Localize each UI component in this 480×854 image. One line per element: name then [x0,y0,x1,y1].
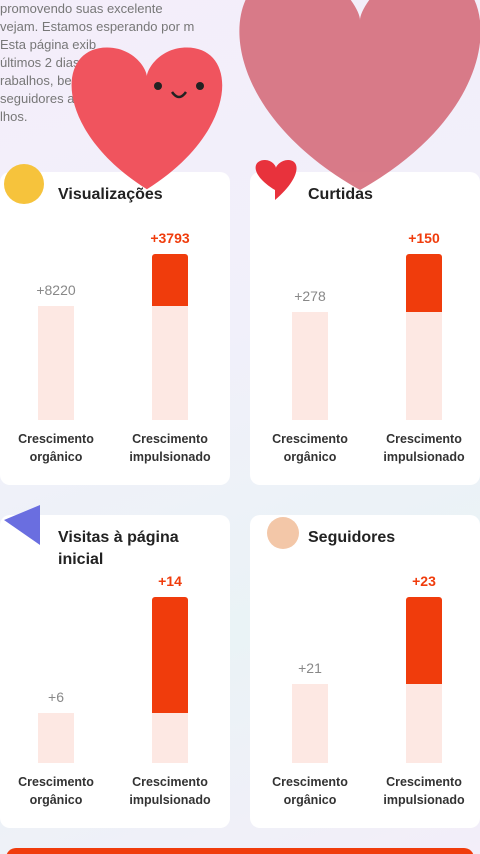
category-label: Crescimento orgânico [272,775,348,807]
boosted-bar [406,597,442,684]
boosted-value-label: +14 [158,573,182,589]
card-title: Curtidas [308,186,373,203]
organic-bar [292,312,328,420]
category-label: Crescimento orgânico [272,432,348,464]
stat-card: Visualizações +8220 +3793 Crescimento orgân… [0,172,230,485]
card-title: Seguidores [308,529,396,546]
organic-bar [292,683,328,763]
category-label: Crescimento impulsionado [383,432,465,464]
boosted-value-label: +23 [412,573,436,589]
boosted-base-bar [406,683,442,763]
category-label: Crescimento impulsionado [129,432,211,464]
organic-bar [38,713,74,763]
card-title: Visualizações [58,186,163,203]
intro-line: seguidores atraí [0,91,94,106]
category-label: Crescimento impulsionado [383,775,465,807]
organic-value-label: +6 [48,689,64,706]
intro-line: vejam. Estamos esperando por m [0,19,195,34]
boosted-bar [152,597,188,714]
organic-bar [38,306,74,420]
category-label: Crescimento orgânico [18,432,94,464]
intro-line: últimos 2 dias, [0,55,84,70]
organic-value-label: +21 [298,659,322,676]
boosted-base-bar [406,312,442,420]
organic-value-label: +278 [294,288,326,305]
boosted-base-bar [152,713,188,763]
boosted-value-label: +3793 [150,230,190,246]
intro-line: Esta página exib [0,37,97,52]
boosted-bar [406,254,442,313]
intro-line: promovendo suas excelente [0,1,163,16]
stat-card: Seguidores +21 +23 Crescimento orgânico Cres… [250,515,480,828]
action-button[interactable] [6,848,474,854]
intro-text: promovendo suas excelente vejam. Estamos … [0,0,300,126]
intro-line: rabalhos, bem [0,73,83,88]
boosted-bar [152,254,188,307]
intro-line: lhos. [0,109,28,124]
category-label: Crescimento orgânico [18,775,94,807]
stat-card: Curtidas +278 +150 Crescimento orgânico Cres… [250,172,480,485]
boosted-value-label: +150 [408,230,440,246]
category-label: Crescimento impulsionado [129,775,211,807]
organic-value-label: +8220 [36,282,76,299]
stat-card: Visitas à página inicial +6 +14 Crescimento… [0,515,230,828]
boosted-base-bar [152,306,188,420]
card-title: Visitas à página inicial [58,529,179,568]
